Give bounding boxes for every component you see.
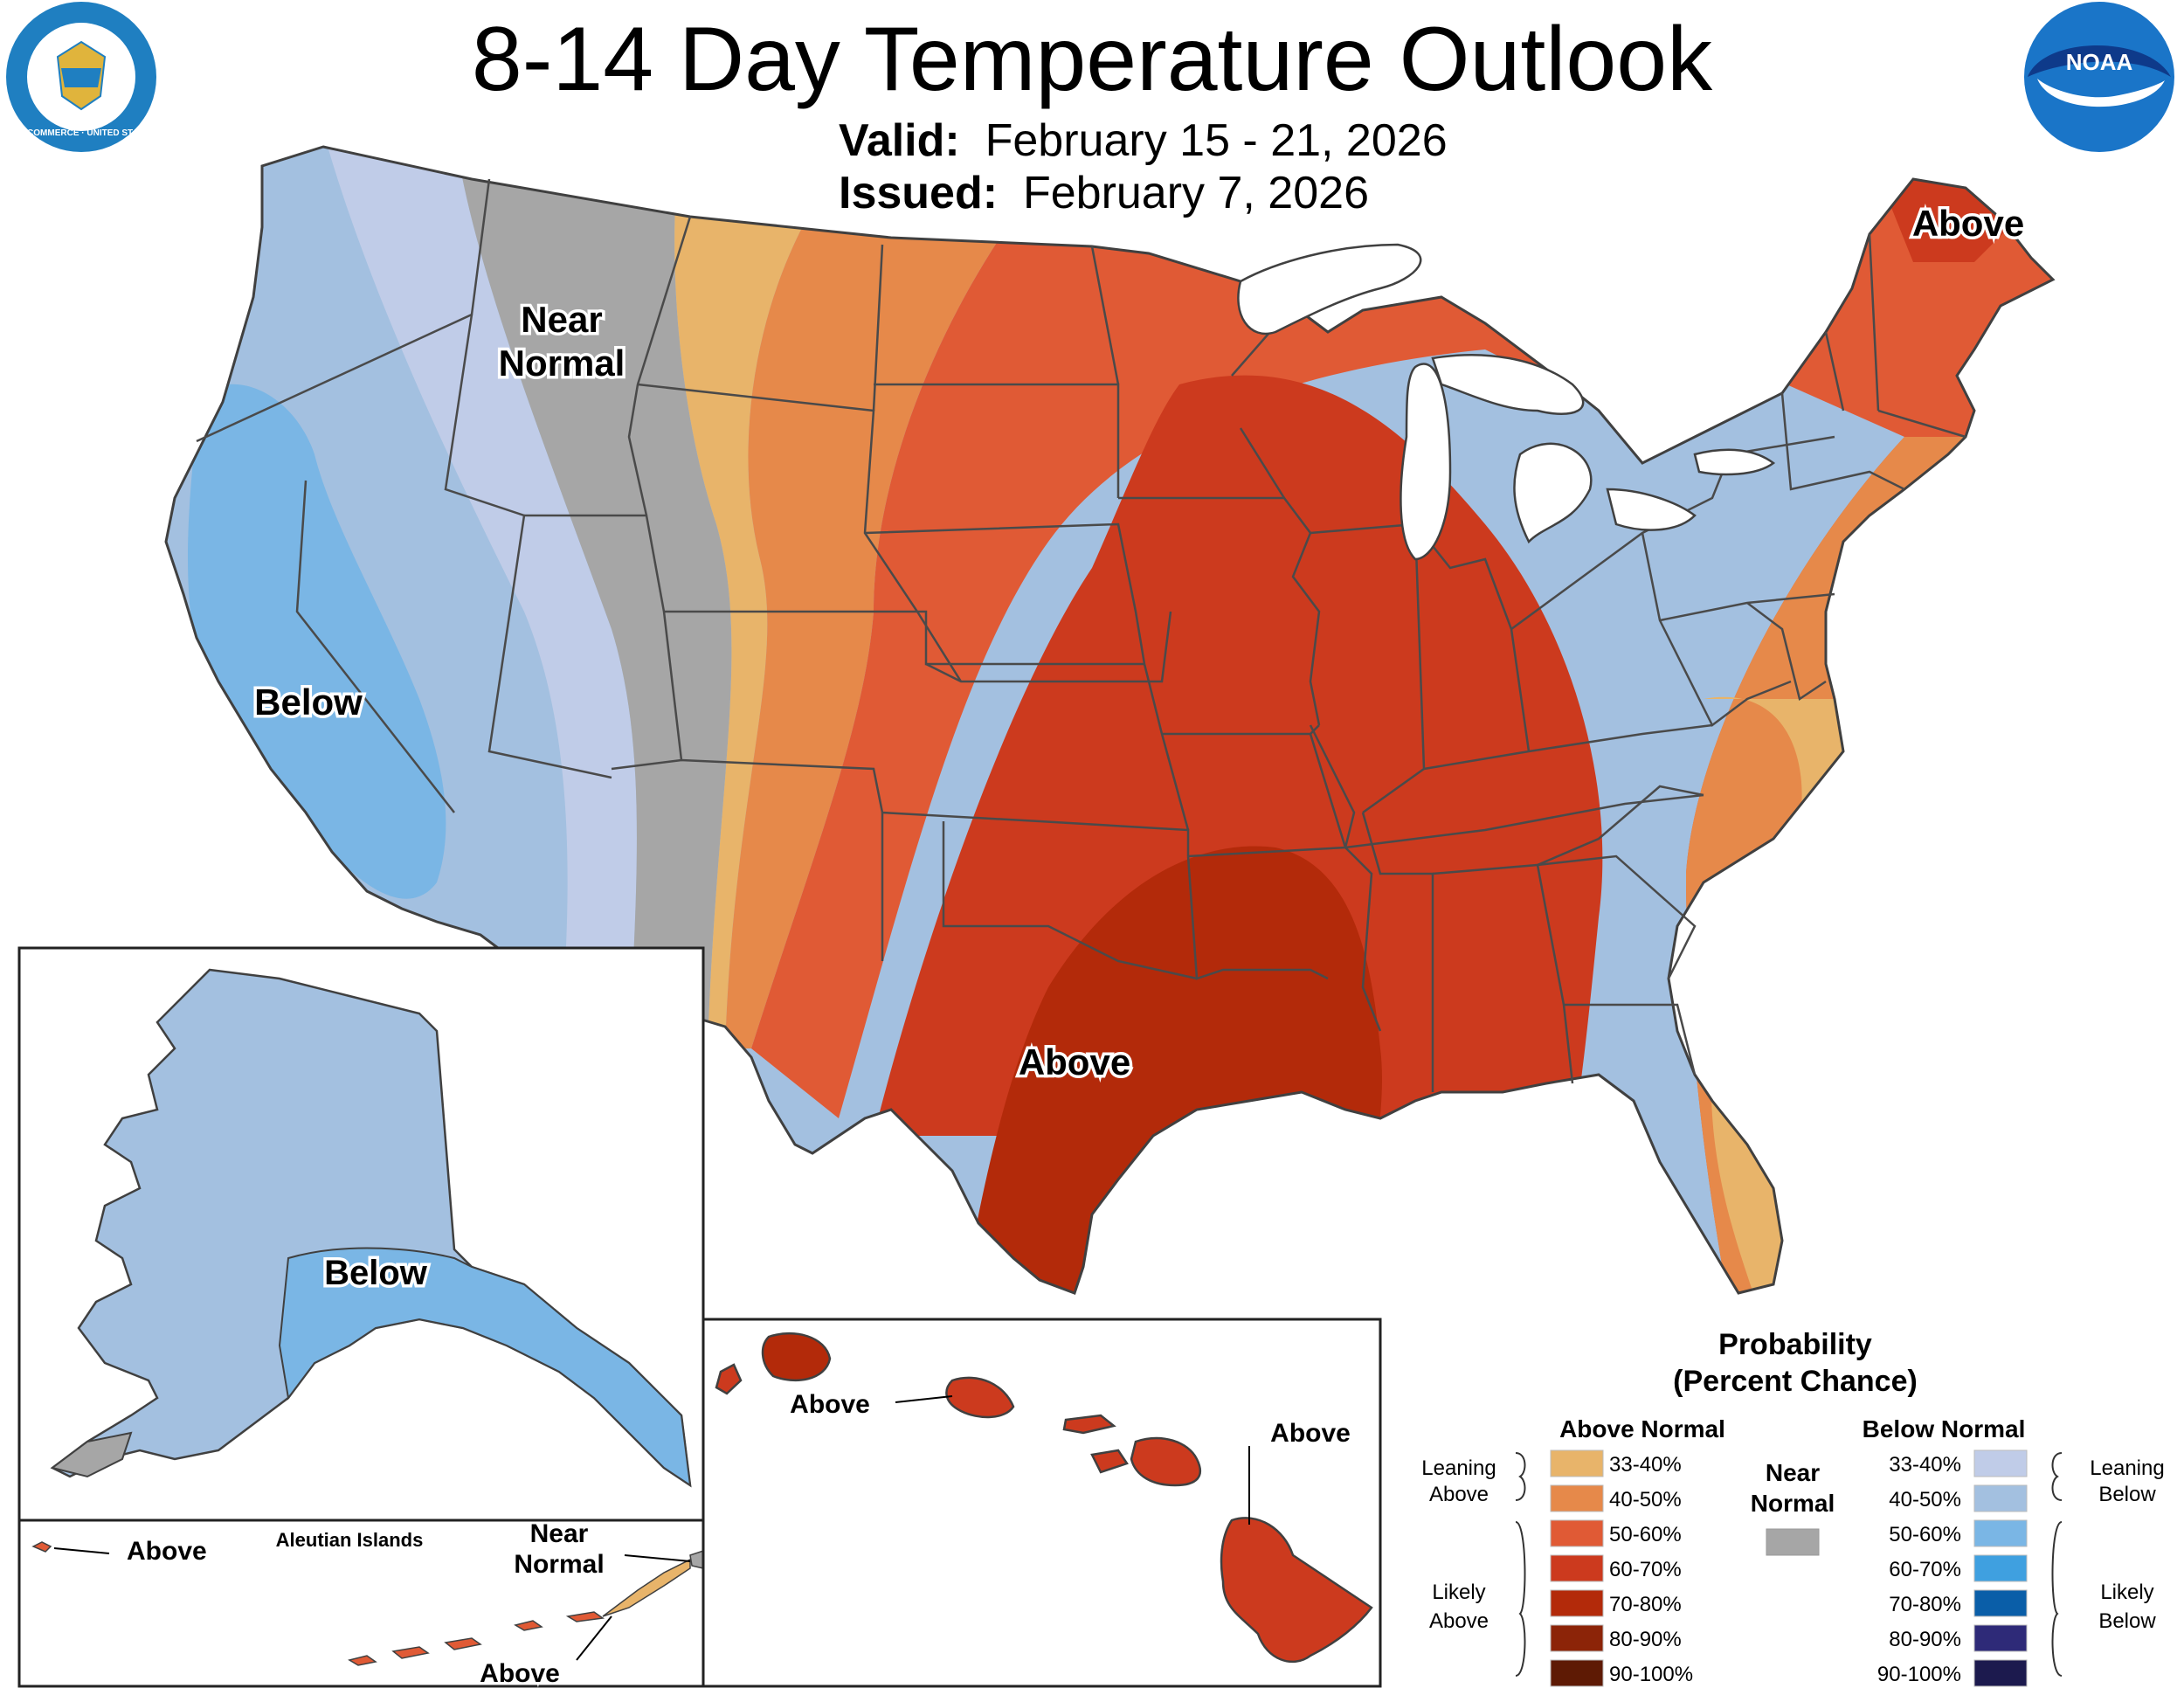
valid-dates: Valid: February 15 - 21, 2026 (839, 114, 1448, 168)
legend-leaning-above-line1: Leaning (1421, 1456, 1496, 1480)
ship-icon (61, 68, 101, 87)
noaa-logo: NOAA (2024, 2, 2174, 152)
legend-likely-below-line1: Likely (2100, 1581, 2153, 1604)
hawaii-islands (715, 1332, 1373, 1664)
legend-above-swatch-2 (1550, 1519, 1604, 1547)
legend-rows: 33-40% 40-50% 50-60% 60-70% 70-80% 80-90% 90-1… (1550, 1449, 2028, 1687)
aleutian-title: Aleutian Islands (276, 1529, 424, 1551)
legend-above-range-6: 90-100% (1609, 1663, 1693, 1686)
aleutian-near-label-line2: Normal (514, 1550, 604, 1579)
below-west-label: Below (254, 681, 363, 723)
hawaii-inset: Above Above (702, 1318, 1382, 1688)
legend-near-swatch (1766, 1528, 1820, 1556)
state-lines (196, 178, 1966, 1092)
valid-label: Valid: (839, 115, 960, 166)
aleutian-near-label-line1: Near (530, 1519, 589, 1548)
noaa-outer-circle (2024, 2, 2174, 152)
issued-value: February 7, 2026 (1022, 168, 1369, 218)
legend-above-range-3: 60-70% (1609, 1558, 1682, 1581)
alaska-below-label: Below (324, 1254, 428, 1292)
hawaii-above-label-2: Above (1270, 1419, 1351, 1448)
legend-near-header-line1: Near (1766, 1459, 1820, 1486)
legend-leaning-below-line2: Below (2098, 1483, 2156, 1506)
legend-brace-leaning-above (1515, 1452, 1526, 1501)
legend-brace-likely-below (2051, 1521, 2063, 1677)
legend-below-range-2: 50-60% (1889, 1523, 1961, 1546)
legend-leaning-below-line1: Leaning (2090, 1456, 2164, 1480)
valid-value: February 15 - 21, 2026 (985, 115, 1448, 166)
aleutian-west-island (31, 1541, 52, 1553)
page-title: 8-14 Day Temperature Outlook (471, 9, 1713, 110)
legend-likely-above-line2: Above (1429, 1609, 1489, 1633)
legend-leaning-above-line2: Above (1429, 1483, 1489, 1506)
legend-near-header-line2: Normal (1751, 1490, 1835, 1517)
legend-title-line1: Probability (1718, 1328, 1872, 1361)
alaska-below-zone (278, 1247, 692, 1488)
aleutian-inset: Aleutian Islands Above Near Normal Above (17, 1518, 705, 1688)
legend-above-swatch-3 (1550, 1554, 1604, 1582)
legend-below-range-5: 80-90% (1889, 1628, 1961, 1651)
near-normal-label-line2: Normal (499, 342, 625, 384)
legend-below-range-4: 70-80% (1889, 1593, 1961, 1616)
legend-below-range-1: 40-50% (1889, 1488, 1961, 1512)
seal-text: DEPARTMENT OF COMMERCE · UNITED STATES O… (0, 128, 212, 138)
near-normal-label-line1: Near (521, 299, 602, 340)
department-of-commerce-seal: DEPARTMENT OF COMMERCE · UNITED STATES O… (0, 2, 212, 152)
noaa-top-shape (2028, 45, 2171, 77)
aleutian-chain-islands (348, 1611, 605, 1666)
noaa-bird-icon (2037, 79, 2165, 107)
legend-above-swatch-5 (1550, 1624, 1604, 1652)
aleutian-east-islands (602, 1558, 691, 1617)
conus-outline (164, 145, 2056, 1295)
legend-below-range-6: 90-100% (1877, 1663, 1961, 1686)
legend-brace-likely-above (1515, 1521, 1526, 1677)
great-lakes (1237, 243, 1776, 561)
legend-likely-above-line1: Likely (1432, 1581, 1485, 1604)
legend-above-header: Above Normal (1559, 1415, 1725, 1442)
legend-brace-leaning-below (2051, 1452, 2063, 1501)
issued-date: Issued: February 7, 2026 (839, 166, 1369, 220)
above-south-label: Above (1019, 1041, 1130, 1083)
legend-below-swatch-1 (1973, 1484, 2028, 1512)
noaa-text: NOAA (2066, 49, 2133, 75)
legend-title-line2: (Percent Chance) (1673, 1365, 1918, 1398)
alaska-inset: Below (17, 946, 706, 1522)
aleutian-above-east-label: Above (480, 1659, 560, 1688)
above-northeast-label: Above (1912, 203, 2024, 244)
legend-above-range-2: 50-60% (1609, 1523, 1682, 1546)
legend-above-range-1: 40-50% (1609, 1488, 1682, 1512)
probability-legend: Probability (Percent Chance) Above Norma… (1421, 1328, 2165, 1687)
legend-above-range-0: 33-40% (1609, 1453, 1682, 1477)
legend-likely-below-line2: Below (2098, 1609, 2156, 1633)
legend-below-swatch-0 (1973, 1449, 2028, 1477)
legend-above-swatch-6 (1550, 1659, 1604, 1687)
legend-above-swatch-4 (1550, 1589, 1604, 1617)
alaska-near-zone (50, 1431, 133, 1478)
aleutian-above-west-label: Above (127, 1537, 207, 1566)
legend-above-range-4: 70-80% (1609, 1593, 1682, 1616)
legend-above-range-5: 80-90% (1609, 1628, 1682, 1651)
legend-below-header: Below Normal (1863, 1415, 2026, 1442)
legend-below-range-0: 33-40% (1889, 1453, 1961, 1477)
hawaii-above-label-1: Above (790, 1390, 870, 1419)
legend-below-swatch-4 (1973, 1589, 2028, 1617)
legend-below-swatch-6 (1973, 1659, 2028, 1687)
issued-label: Issued: (839, 168, 999, 218)
legend-below-swatch-2 (1973, 1519, 2028, 1547)
legend-above-swatch-1 (1550, 1484, 1604, 1512)
legend-above-swatch-0 (1550, 1449, 1604, 1477)
legend-below-swatch-5 (1973, 1624, 2028, 1652)
legend-below-range-3: 60-70% (1889, 1558, 1961, 1581)
legend-below-swatch-3 (1973, 1554, 2028, 1582)
